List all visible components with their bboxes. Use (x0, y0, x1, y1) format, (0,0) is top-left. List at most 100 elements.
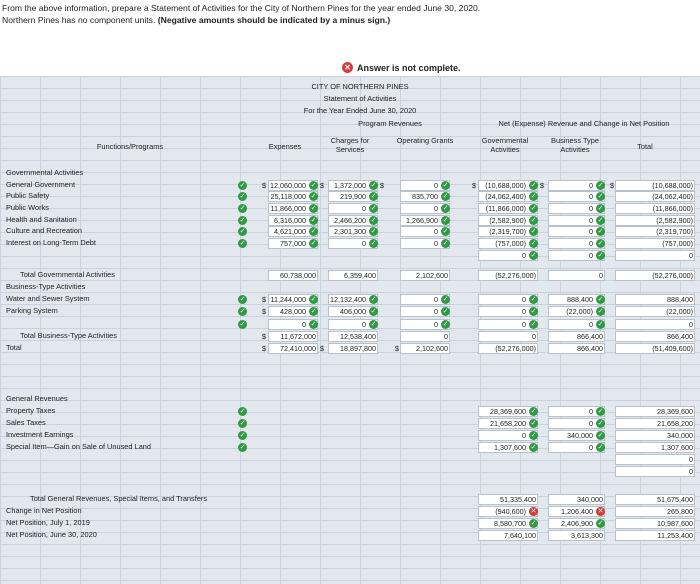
row-14-op-input[interactable] (400, 343, 450, 354)
row-13-gov-value: 0 (532, 332, 536, 341)
row-8-chg-input[interactable] (328, 270, 378, 281)
row-14-tot-input[interactable] (615, 343, 695, 354)
row-13-chg-value: 12,538,400 (340, 332, 376, 341)
row-2-tot-input[interactable] (615, 191, 695, 202)
row-8-exp-input[interactable] (268, 270, 318, 281)
general-3-gov-value: 0 (522, 431, 526, 440)
row-label: Parking System (6, 306, 58, 315)
general-7-gov-value: 51,335,400 (500, 495, 536, 504)
cross-icon: ✕ (596, 507, 605, 516)
row-14-bta-input[interactable] (548, 343, 605, 354)
check-icon: ✓ (369, 181, 378, 190)
row-14-exp-input[interactable] (268, 343, 318, 354)
general-7-bta-value: 340,000 (577, 495, 603, 504)
check-icon: ✓ (369, 320, 378, 329)
dollar-sign: $ (262, 344, 266, 353)
row-14-gov-input[interactable] (478, 343, 538, 354)
row-3-bta-value: 0 (589, 204, 593, 213)
row-8-bta-input[interactable] (548, 270, 605, 281)
check-icon: ✓ (596, 216, 605, 225)
general-1-tot-value: 28,369,600 (657, 407, 693, 416)
row-13-bta-input[interactable] (548, 331, 605, 342)
row-13-bta-value: 866,400 (577, 332, 603, 341)
row-4-op-value: 1,266,900 (406, 216, 438, 225)
row-3-exp-value: 11,866,000 (270, 204, 306, 213)
check-icon: ✓ (529, 192, 538, 201)
row-3-tot-input[interactable] (615, 203, 695, 214)
row-11-chg-value: 406,000 (340, 307, 366, 316)
row-13-gov-input[interactable] (478, 331, 538, 342)
row-8-gov-input[interactable] (478, 270, 538, 281)
row-14-chg-input[interactable] (328, 343, 378, 354)
check-icon: ✓ (596, 251, 605, 260)
general-9-bta-value: 2,406,900 (561, 519, 593, 528)
row-3-tot-value: (11,866,000) (652, 204, 693, 213)
row-4-tot-input[interactable] (615, 215, 695, 226)
row-12-chg-value: 0 (362, 320, 366, 329)
row-7-gov-value: 0 (522, 251, 526, 260)
row-13-exp-input[interactable] (268, 331, 318, 342)
row-8-chg-value: 6,359,400 (344, 271, 376, 280)
row-14-tot-value: (51,409,600) (652, 344, 693, 353)
general-7-bta-input[interactable] (548, 494, 605, 505)
dollar-sign: $ (380, 181, 384, 190)
general-5-tot-value: 0 (689, 455, 693, 464)
row-check-icon: ✓ (238, 295, 247, 304)
program-revenues-header: Program Revenues (358, 119, 422, 128)
check-icon: ✓ (309, 239, 318, 248)
row-6-tot-input[interactable] (615, 238, 695, 249)
row-7-tot-input[interactable] (615, 250, 695, 261)
general-2-tot-input[interactable] (615, 418, 695, 429)
row-12-tot-input[interactable] (615, 319, 695, 330)
check-icon: ✓ (309, 181, 318, 190)
row-5-tot-input[interactable] (615, 226, 695, 237)
general-7-gov-input[interactable] (478, 494, 538, 505)
row-11-tot-input[interactable] (615, 306, 695, 317)
row-13-chg-input[interactable] (328, 331, 378, 342)
check-icon: ✓ (441, 204, 450, 213)
general-7-tot-input[interactable] (615, 494, 695, 505)
general-5-tot-input[interactable] (615, 454, 695, 465)
general-10-tot-input[interactable] (615, 530, 695, 541)
row-10-tot-value: 888,400 (667, 295, 693, 304)
general-1-tot-input[interactable] (615, 406, 695, 417)
check-icon: ✓ (529, 204, 538, 213)
row-check-icon: ✓ (238, 192, 247, 201)
check-icon: ✓ (309, 320, 318, 329)
governmental-column-header: Governmental Activities (481, 136, 529, 154)
row-8-op-input[interactable] (400, 270, 450, 281)
row-4-tot-value: (2,582,900) (656, 216, 693, 225)
general-8-tot-input[interactable] (615, 506, 695, 517)
row-label: Total Governmental Activities (20, 270, 115, 279)
row-check-icon: ✓ (238, 431, 247, 440)
row-3-op-value: 0 (434, 204, 438, 213)
row-label: Water and Sewer System (6, 294, 90, 303)
check-icon: ✓ (309, 307, 318, 316)
row-8-tot-input[interactable] (615, 270, 695, 281)
row-7-bta-value: 0 (589, 251, 593, 260)
general-10-bta-input[interactable] (548, 530, 605, 541)
row-10-tot-input[interactable] (615, 294, 695, 305)
check-icon: ✓ (596, 239, 605, 248)
row-13-op-value: 0 (444, 332, 448, 341)
row-6-op-value: 0 (434, 239, 438, 248)
check-icon: ✓ (441, 307, 450, 316)
row-14-chg-value: 18,897,800 (340, 344, 376, 353)
check-icon: ✓ (596, 407, 605, 416)
check-icon: ✓ (596, 181, 605, 190)
general-6-tot-input[interactable] (615, 466, 695, 477)
row-12-tot-value: 0 (689, 320, 693, 329)
row-13-op-input[interactable] (400, 331, 450, 342)
general-row-label: Sales Taxes (6, 418, 46, 427)
general-3-tot-input[interactable] (615, 430, 695, 441)
general-10-gov-value: 7,640,100 (504, 531, 536, 540)
general-10-gov-input[interactable] (478, 530, 538, 541)
general-4-tot-input[interactable] (615, 442, 695, 453)
general-1-bta-value: 0 (589, 407, 593, 416)
row-12-exp-value: 0 (302, 320, 306, 329)
row-13-tot-input[interactable] (615, 331, 695, 342)
general-9-tot-input[interactable] (615, 518, 695, 529)
row-8-exp-value: 60,738,000 (280, 271, 316, 280)
row-1-tot-input[interactable] (615, 180, 695, 191)
row-6-exp-value: 757,000 (280, 239, 306, 248)
